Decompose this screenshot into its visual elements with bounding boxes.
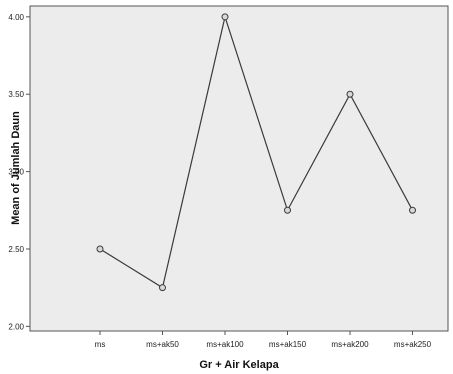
x-axis-title: Gr + Air Kelapa	[199, 359, 279, 371]
x-tick-label: ms+ak150	[269, 340, 307, 349]
data-point	[346, 90, 354, 98]
x-axis: ms ms+ak50 ms+ak100 ms+ak150 ms+ak200 ms+ak25…	[95, 331, 432, 349]
x-tick-label: ms	[95, 340, 106, 349]
x-tick-label: ms+ak200	[331, 340, 369, 349]
data-point	[409, 206, 416, 214]
y-tick-label: 3.50	[8, 90, 24, 99]
y-tick-label: 2.50	[8, 245, 24, 254]
y-tick-label: 4.00	[8, 13, 24, 22]
data-point	[96, 245, 104, 253]
x-tick-label: ms+ak100	[206, 340, 244, 349]
data-point	[221, 13, 229, 21]
x-tick-label: ms+ak50	[146, 340, 179, 349]
series-line	[99, 14, 414, 289]
series-markers	[96, 13, 416, 292]
y-axis-title: Mean of Jumlah Daun	[10, 111, 22, 225]
y-axis: 2.00 2.50 3.00 3.50 4.00	[8, 13, 30, 331]
data-point	[284, 206, 291, 214]
y-tick-label: 3.00	[8, 168, 24, 177]
data-point	[159, 284, 166, 292]
y-tick-label: 2.00	[8, 322, 24, 331]
plot-area	[29, 5, 449, 332]
x-tick-label: ms+ak250	[394, 340, 432, 349]
